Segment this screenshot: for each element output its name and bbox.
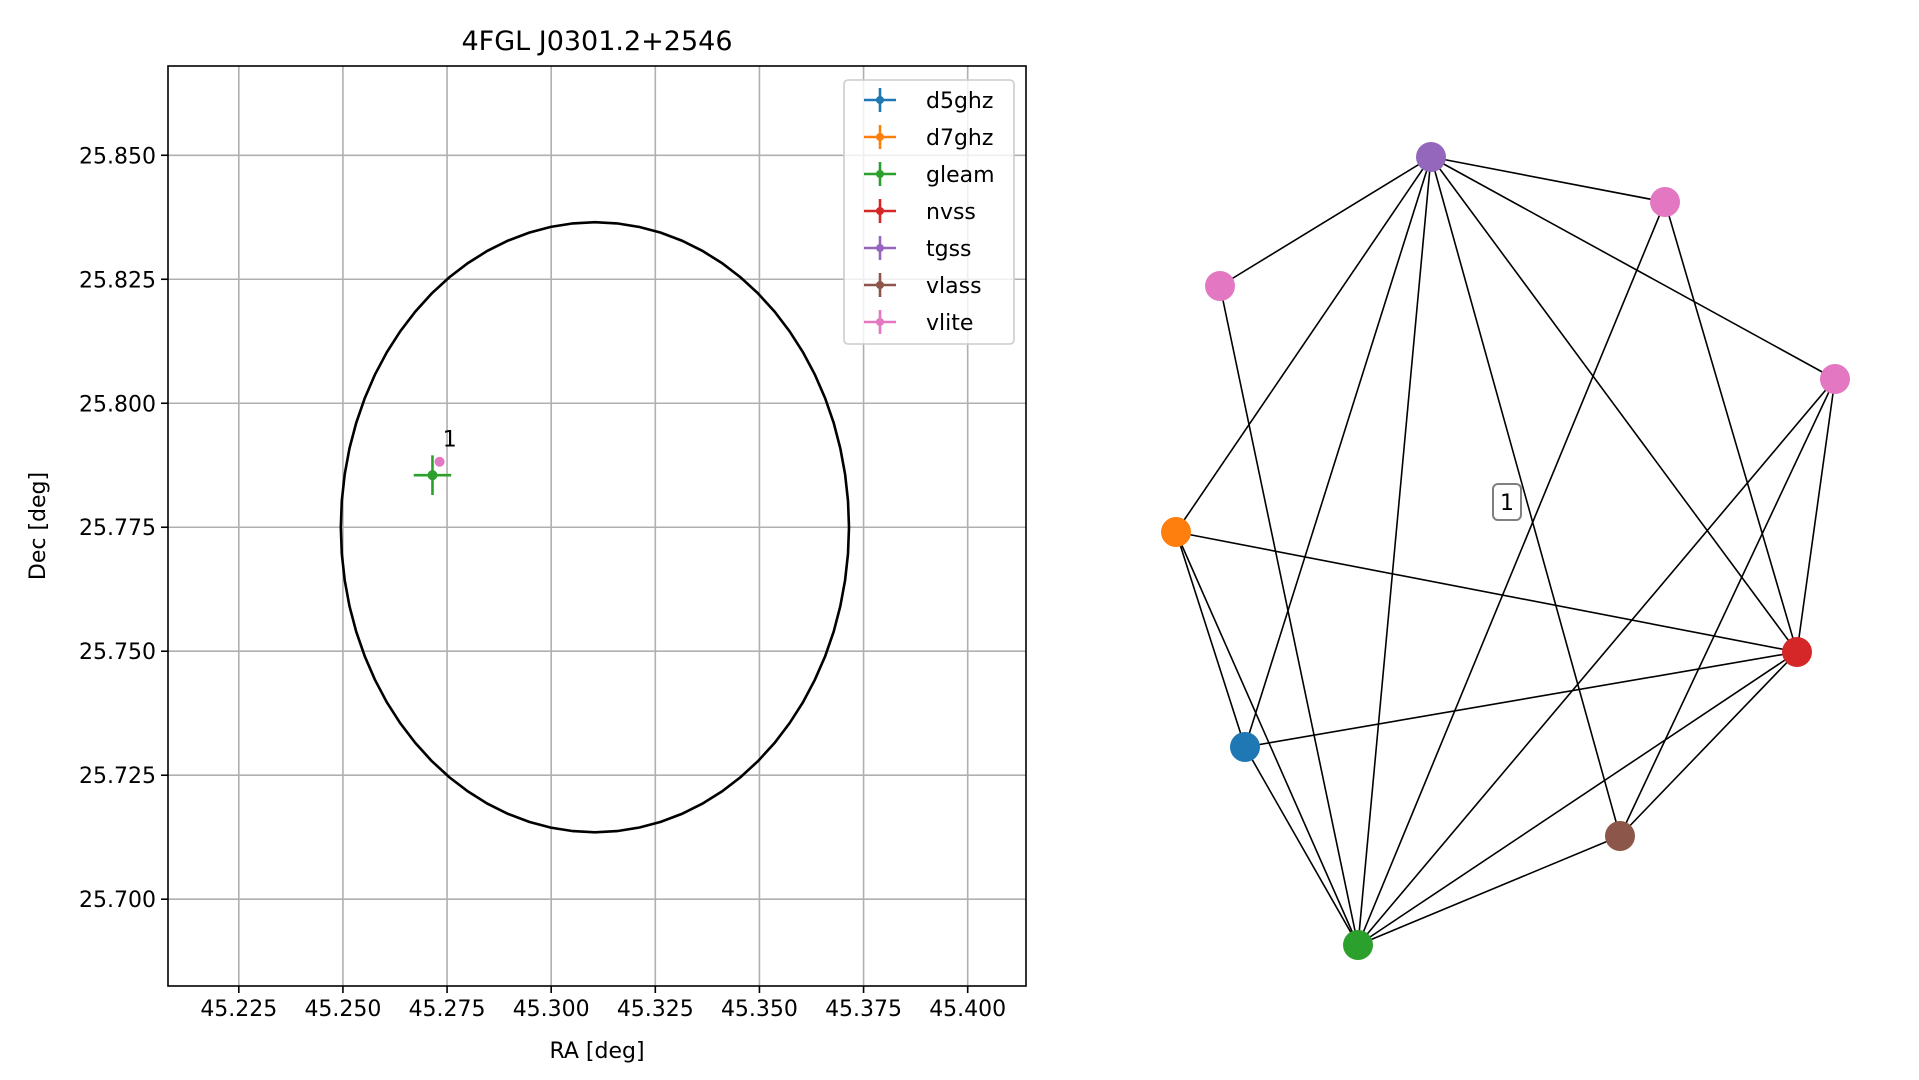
- y-tick-label: 25.825: [79, 268, 156, 293]
- point-annotations: 1: [443, 427, 457, 452]
- network-edge: [1219, 285, 1359, 946]
- network-edge: [1357, 378, 1836, 946]
- network-edge: [1219, 156, 1432, 287]
- y-tick-label: 25.800: [79, 392, 156, 417]
- network-edge: [1175, 156, 1432, 533]
- legend-label: vlass: [926, 274, 982, 299]
- legend-item-d5ghz: d5ghz: [864, 88, 993, 114]
- x-tick-label: 45.275: [409, 997, 486, 1022]
- network-edge: [1357, 201, 1666, 946]
- node-d7ghz: [1161, 517, 1191, 547]
- x-tick-label: 45.350: [721, 997, 798, 1022]
- network-edge: [1664, 201, 1798, 653]
- legend-swatch-dot: [876, 96, 884, 104]
- node-vlite-b: [1650, 187, 1680, 217]
- legend-label: d5ghz: [926, 89, 993, 114]
- legend-label: gleam: [926, 163, 995, 188]
- legend-item-gleam: gleam: [864, 162, 995, 188]
- legend-swatch-dot: [876, 318, 884, 326]
- point-marker: [434, 456, 445, 467]
- network-edge: [1430, 156, 1798, 653]
- network-edge: [1357, 651, 1798, 946]
- node-nvss: [1782, 637, 1812, 667]
- y-tick-label: 25.775: [79, 516, 156, 541]
- legend-swatch-dot: [876, 281, 884, 289]
- y-axis-label: Dec [deg]: [26, 472, 51, 580]
- network-panel: 1: [1161, 142, 1850, 960]
- legend-box: [843, 79, 1015, 345]
- legend: d5ghz d7ghz gleam nvss tgss vlass vlite: [843, 79, 1015, 345]
- chart-title: 4FGL J0301.2+2546: [461, 26, 732, 57]
- cluster-label-text: 1: [1500, 491, 1514, 516]
- network-edge: [1430, 156, 1836, 380]
- x-ticks: 45.225 45.250 45.275 45.300 45.325 45.350 45.3…: [200, 986, 1006, 1022]
- legend-item-vlass: vlass: [864, 273, 982, 299]
- x-tick-label: 45.300: [513, 997, 590, 1022]
- network-edges: [1175, 156, 1836, 946]
- point-vlite: [434, 456, 445, 467]
- node-d5ghz: [1230, 732, 1260, 762]
- network-edge: [1430, 156, 1621, 837]
- x-tick-label: 45.225: [200, 997, 277, 1022]
- legend-label: vlite: [926, 311, 973, 336]
- network-nodes: [1161, 142, 1850, 960]
- legend-item-vlite: vlite: [864, 310, 973, 336]
- legend-item-tgss: tgss: [864, 236, 972, 262]
- legend-swatch-dot: [876, 133, 884, 141]
- y-tick-label: 25.850: [79, 144, 156, 169]
- network-edge: [1244, 651, 1798, 748]
- x-tick-label: 45.375: [825, 997, 902, 1022]
- cluster-label-box: [1492, 483, 1522, 521]
- annotation-label: 1: [443, 427, 457, 452]
- scatter-panel: 1 45.225 45.250 45.275 45.300 45.325 45.350 45…: [26, 26, 1027, 1064]
- point-marker: [427, 470, 438, 481]
- network-edge: [1244, 156, 1432, 748]
- legend-item-d7ghz: d7ghz: [864, 125, 993, 151]
- network-edge: [1175, 531, 1359, 946]
- legend-item-nvss: nvss: [864, 199, 976, 225]
- source-points: [413, 455, 452, 496]
- legend-swatch-dot: [876, 207, 884, 215]
- localization-ellipse: [339, 220, 851, 834]
- legend-swatch-dot: [876, 170, 884, 178]
- y-tick-label: 25.700: [79, 888, 156, 913]
- network-edge: [1430, 156, 1666, 203]
- axes-frame: [167, 65, 1027, 987]
- point-gleam: [413, 455, 452, 496]
- network-edge: [1357, 156, 1432, 946]
- node-vlass: [1605, 821, 1635, 851]
- legend-label: nvss: [926, 200, 976, 225]
- node-vlite-c: [1820, 364, 1850, 394]
- x-tick-label: 45.325: [617, 997, 694, 1022]
- network-edge: [1619, 651, 1798, 837]
- node-gleam: [1343, 930, 1373, 960]
- network-edge: [1244, 746, 1359, 946]
- y-tick-label: 25.725: [79, 764, 156, 789]
- cluster-label: 1: [1492, 483, 1522, 521]
- network-edge: [1357, 835, 1621, 946]
- y-ticks: 25.700 25.725 25.750 25.775 25.800 25.825 25.8…: [79, 144, 168, 913]
- legend-label: d7ghz: [926, 126, 993, 151]
- x-tick-label: 45.400: [929, 997, 1006, 1022]
- y-tick-label: 25.750: [79, 640, 156, 665]
- node-tgss: [1416, 142, 1446, 172]
- node-vlite-a: [1205, 271, 1235, 301]
- legend-swatch-dot: [876, 244, 884, 252]
- network-edge: [1619, 378, 1836, 837]
- x-tick-label: 45.250: [304, 997, 381, 1022]
- network-edge: [1796, 378, 1836, 653]
- legend-label: tgss: [926, 237, 972, 262]
- network-edge: [1175, 531, 1798, 653]
- network-edge: [1175, 531, 1246, 748]
- x-axis-label: RA [deg]: [549, 1039, 644, 1064]
